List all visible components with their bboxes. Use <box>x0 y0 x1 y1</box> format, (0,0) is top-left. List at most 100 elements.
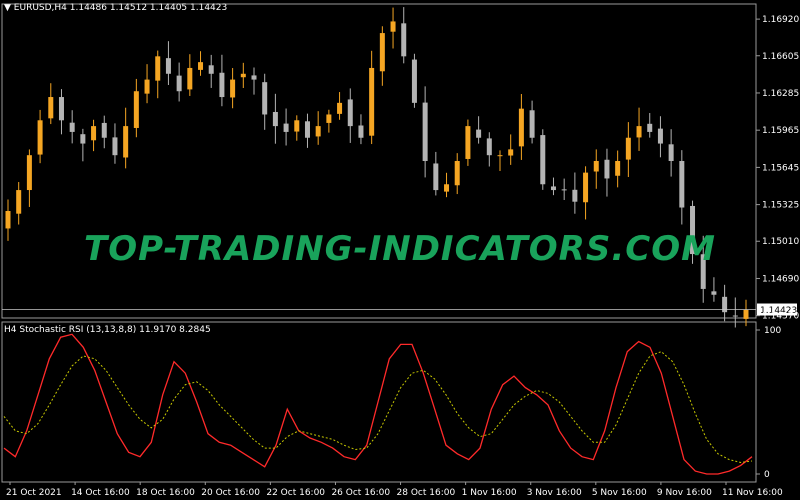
candle-body <box>657 128 663 144</box>
candle-body <box>700 254 706 289</box>
price-tick-label: 1.14690 <box>762 274 799 284</box>
indicator-header: H4 Stochastic RSI (13,13,8,8) 11.9170 8.… <box>4 325 211 335</box>
candle-body <box>37 120 43 155</box>
candle-body <box>572 189 578 202</box>
candle-body <box>165 58 171 74</box>
candle-body <box>240 73 246 78</box>
time-tick-label: 28 Oct 16:00 <box>397 488 456 498</box>
current-price-tag-label: 1.14423 <box>760 306 797 316</box>
candle-body <box>144 79 150 94</box>
candle-body <box>690 205 696 255</box>
candle-body <box>176 75 182 92</box>
candle-body <box>433 163 439 191</box>
candle-body <box>465 126 471 159</box>
candle-body <box>711 291 717 295</box>
candle-body <box>58 97 64 121</box>
candle-body <box>101 122 107 138</box>
time-tick-label: 22 Oct 16:00 <box>266 488 325 498</box>
candle-body <box>155 56 161 81</box>
candle-body <box>230 79 236 98</box>
candle-body <box>454 161 460 186</box>
stoch-k-line <box>3 333 753 475</box>
indicator-tick-label: 0 <box>764 470 770 480</box>
time-tick-label: 11 Nov 16:00 <box>722 488 783 498</box>
candle-body <box>722 296 728 313</box>
price-tick-label: 1.16920 <box>762 15 799 25</box>
candle-body <box>668 144 674 161</box>
time-tick-label: 18 Oct 16:00 <box>136 488 195 498</box>
price-tick-label: 1.15325 <box>762 201 799 211</box>
candle-body <box>401 23 407 57</box>
candle-body <box>251 75 257 80</box>
candle-body <box>583 172 589 203</box>
candle-body <box>208 65 214 74</box>
stoch-d-line <box>3 351 753 464</box>
candle-body <box>219 72 225 98</box>
candle-body <box>272 111 278 127</box>
indicator-panel-frame <box>1 321 757 483</box>
candle-body <box>732 315 738 317</box>
price-header: ▼ EURUSD,H4 1.14486 1.14512 1.14405 1.14… <box>4 3 227 13</box>
candle-body <box>337 102 343 114</box>
candle-body <box>411 59 417 103</box>
candle-body <box>390 21 396 32</box>
candle-body <box>540 135 546 185</box>
dropdown-triangle-icon[interactable]: ▼ <box>4 3 11 13</box>
time-tick-label: 1 Nov 16:00 <box>462 488 517 498</box>
candle-body <box>369 67 375 136</box>
candle-body <box>444 184 450 192</box>
candle-body <box>550 186 556 191</box>
candle-body <box>48 97 54 119</box>
candle-body <box>486 138 492 156</box>
candle-body <box>647 123 653 132</box>
price-tick-label: 1.15010 <box>762 237 799 247</box>
candle-body <box>743 309 749 319</box>
candle-body <box>379 33 385 72</box>
candle-body <box>123 126 129 158</box>
time-tick-label: 26 Oct 16:00 <box>331 488 390 498</box>
candle-body <box>497 155 503 157</box>
candle-body <box>625 137 631 160</box>
price-panel-frame <box>1 3 757 319</box>
indicator-label: H4 Stochastic RSI (13,13,8,8) 11.9170 8.… <box>4 325 211 335</box>
candle-body <box>593 161 599 172</box>
candle-body <box>80 134 86 144</box>
indicator-tick-label: 100 <box>764 326 781 336</box>
candle-body <box>198 62 204 70</box>
candle-body <box>112 137 118 156</box>
candle-body <box>283 123 289 132</box>
price-tick-label: 1.16285 <box>762 89 799 99</box>
candle-body <box>26 155 32 191</box>
watermark: TOP-TRADING-INDICATORS.COM <box>84 229 716 269</box>
candle-body <box>508 149 514 156</box>
candle-body <box>529 110 535 138</box>
time-tick-label: 20 Oct 16:00 <box>201 488 260 498</box>
candle-body <box>294 120 300 132</box>
candle-body <box>187 67 193 90</box>
candle-body <box>315 126 321 137</box>
candle-body <box>604 159 610 179</box>
candle-body <box>133 91 139 128</box>
current-price-tag <box>757 303 797 316</box>
price-tick-label: 1.15645 <box>762 163 799 173</box>
price-tick-label: 1.16605 <box>762 52 799 62</box>
candle-body <box>5 211 11 229</box>
time-tick-label: 21 Oct 2021 <box>6 488 62 498</box>
time-tick-label: 5 Nov 16:00 <box>592 488 647 498</box>
time-tick-label: 9 Nov 16:00 <box>657 488 712 498</box>
candle-body <box>518 108 524 147</box>
price-tick-label: 1.14370 <box>762 312 799 322</box>
price-tick-label: 1.15965 <box>762 126 799 136</box>
candle-body <box>358 125 364 138</box>
candle-body <box>561 189 567 191</box>
candle-body <box>326 114 332 123</box>
candle-body <box>16 190 22 214</box>
candle-body <box>615 161 621 176</box>
time-tick-label: 3 Nov 16:00 <box>527 488 582 498</box>
candle-body <box>422 102 428 161</box>
candle-body <box>69 122 75 132</box>
candle-body <box>347 99 353 127</box>
candle-body <box>679 160 685 208</box>
